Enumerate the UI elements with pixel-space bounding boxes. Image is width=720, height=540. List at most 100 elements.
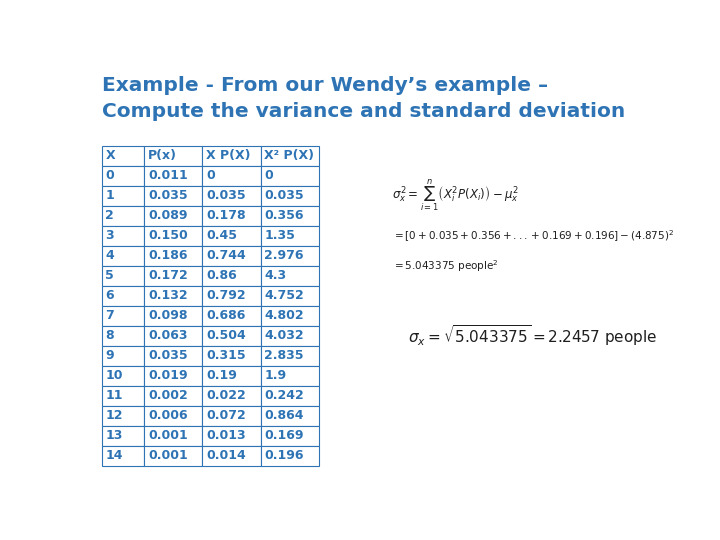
Bar: [261, 246, 319, 266]
Bar: [102, 346, 144, 366]
Bar: [202, 406, 261, 426]
Text: X: X: [106, 149, 115, 162]
Text: $\sigma^2_x = \sum_{i=1}^{n}\left(X_i^2 P(X_i)\right)- \mu^2_x$: $\sigma^2_x = \sum_{i=1}^{n}\left(X_i^2 …: [392, 178, 519, 213]
Text: 5: 5: [106, 269, 114, 282]
Text: 0.196: 0.196: [264, 449, 304, 462]
Bar: [102, 386, 144, 406]
Bar: [102, 306, 144, 326]
Text: P(x): P(x): [148, 149, 177, 162]
Text: 0.035: 0.035: [148, 349, 188, 362]
Bar: [202, 166, 261, 186]
Text: 0.089: 0.089: [148, 209, 188, 222]
Text: 0.132: 0.132: [148, 289, 188, 302]
Bar: [261, 186, 319, 206]
Bar: [261, 226, 319, 246]
Bar: [102, 146, 144, 166]
Text: 0.006: 0.006: [148, 409, 188, 422]
Text: 0.178: 0.178: [206, 209, 246, 222]
Text: $= 5.043375\ \mathrm{people}^2$: $= 5.043375\ \mathrm{people}^2$: [392, 258, 499, 274]
Bar: [261, 346, 319, 366]
Text: 12: 12: [106, 409, 123, 422]
Text: 1: 1: [106, 189, 114, 202]
Text: X² P(X): X² P(X): [264, 149, 315, 162]
Text: 0.063: 0.063: [148, 329, 188, 342]
Text: 0.744: 0.744: [206, 249, 246, 262]
Bar: [102, 286, 144, 306]
Bar: [202, 146, 261, 166]
Bar: [261, 406, 319, 426]
Text: 4.752: 4.752: [264, 289, 304, 302]
Bar: [202, 266, 261, 286]
Bar: [102, 366, 144, 386]
Text: 0.035: 0.035: [264, 189, 304, 202]
Text: 0.86: 0.86: [206, 269, 237, 282]
Text: 0.019: 0.019: [148, 369, 188, 382]
Bar: [102, 246, 144, 266]
Bar: [202, 246, 261, 266]
Bar: [202, 186, 261, 206]
Text: 4.032: 4.032: [264, 329, 304, 342]
Bar: [144, 346, 202, 366]
Text: 4.3: 4.3: [264, 269, 287, 282]
Text: 0.315: 0.315: [206, 349, 246, 362]
Text: $= [0 + 0.035 + 0.356 + ... + 0.169 + 0.196] - (4.875)^2$: $= [0 + 0.035 + 0.356 + ... + 0.169 + 0.…: [392, 228, 675, 244]
Text: Example - From our Wendy’s example –: Example - From our Wendy’s example –: [102, 76, 548, 96]
Text: 0.001: 0.001: [148, 429, 188, 442]
Bar: [102, 446, 144, 466]
Text: 1.9: 1.9: [264, 369, 287, 382]
Bar: [261, 146, 319, 166]
Text: 0.504: 0.504: [206, 329, 246, 342]
Bar: [261, 306, 319, 326]
Bar: [202, 306, 261, 326]
Text: 6: 6: [106, 289, 114, 302]
Bar: [261, 446, 319, 466]
Bar: [144, 206, 202, 226]
Text: 0.172: 0.172: [148, 269, 188, 282]
Text: 0.169: 0.169: [264, 429, 304, 442]
Text: 0.014: 0.014: [206, 449, 246, 462]
Text: 0.022: 0.022: [206, 389, 246, 402]
Text: 0.792: 0.792: [206, 289, 246, 302]
Text: 0.150: 0.150: [148, 230, 188, 242]
Bar: [144, 166, 202, 186]
Bar: [102, 226, 144, 246]
Bar: [102, 266, 144, 286]
Bar: [202, 366, 261, 386]
Text: 0: 0: [106, 169, 114, 182]
Text: 2: 2: [106, 209, 114, 222]
Bar: [261, 166, 319, 186]
Text: 0.011: 0.011: [148, 169, 188, 182]
Bar: [261, 426, 319, 446]
Bar: [102, 206, 144, 226]
Text: 14: 14: [106, 449, 123, 462]
Bar: [102, 326, 144, 346]
Bar: [102, 186, 144, 206]
Text: 1.35: 1.35: [264, 230, 295, 242]
Bar: [202, 346, 261, 366]
Bar: [102, 426, 144, 446]
Text: 0.186: 0.186: [148, 249, 188, 262]
Bar: [261, 206, 319, 226]
Bar: [102, 166, 144, 186]
Bar: [202, 286, 261, 306]
Bar: [144, 306, 202, 326]
Text: 4.802: 4.802: [264, 309, 304, 322]
Text: Compute the variance and standard deviation: Compute the variance and standard deviat…: [102, 102, 625, 121]
Text: 0.19: 0.19: [206, 369, 237, 382]
Bar: [202, 426, 261, 446]
Text: 10: 10: [106, 369, 123, 382]
Text: 11: 11: [106, 389, 123, 402]
Bar: [261, 326, 319, 346]
Text: 0.072: 0.072: [206, 409, 246, 422]
Text: 0.356: 0.356: [264, 209, 304, 222]
Bar: [202, 446, 261, 466]
Bar: [144, 286, 202, 306]
Bar: [144, 426, 202, 446]
Text: 0.686: 0.686: [206, 309, 246, 322]
Text: 7: 7: [106, 309, 114, 322]
Text: 0: 0: [206, 169, 215, 182]
Text: 3: 3: [106, 230, 114, 242]
Bar: [261, 286, 319, 306]
Text: 0.001: 0.001: [148, 449, 188, 462]
Bar: [144, 246, 202, 266]
